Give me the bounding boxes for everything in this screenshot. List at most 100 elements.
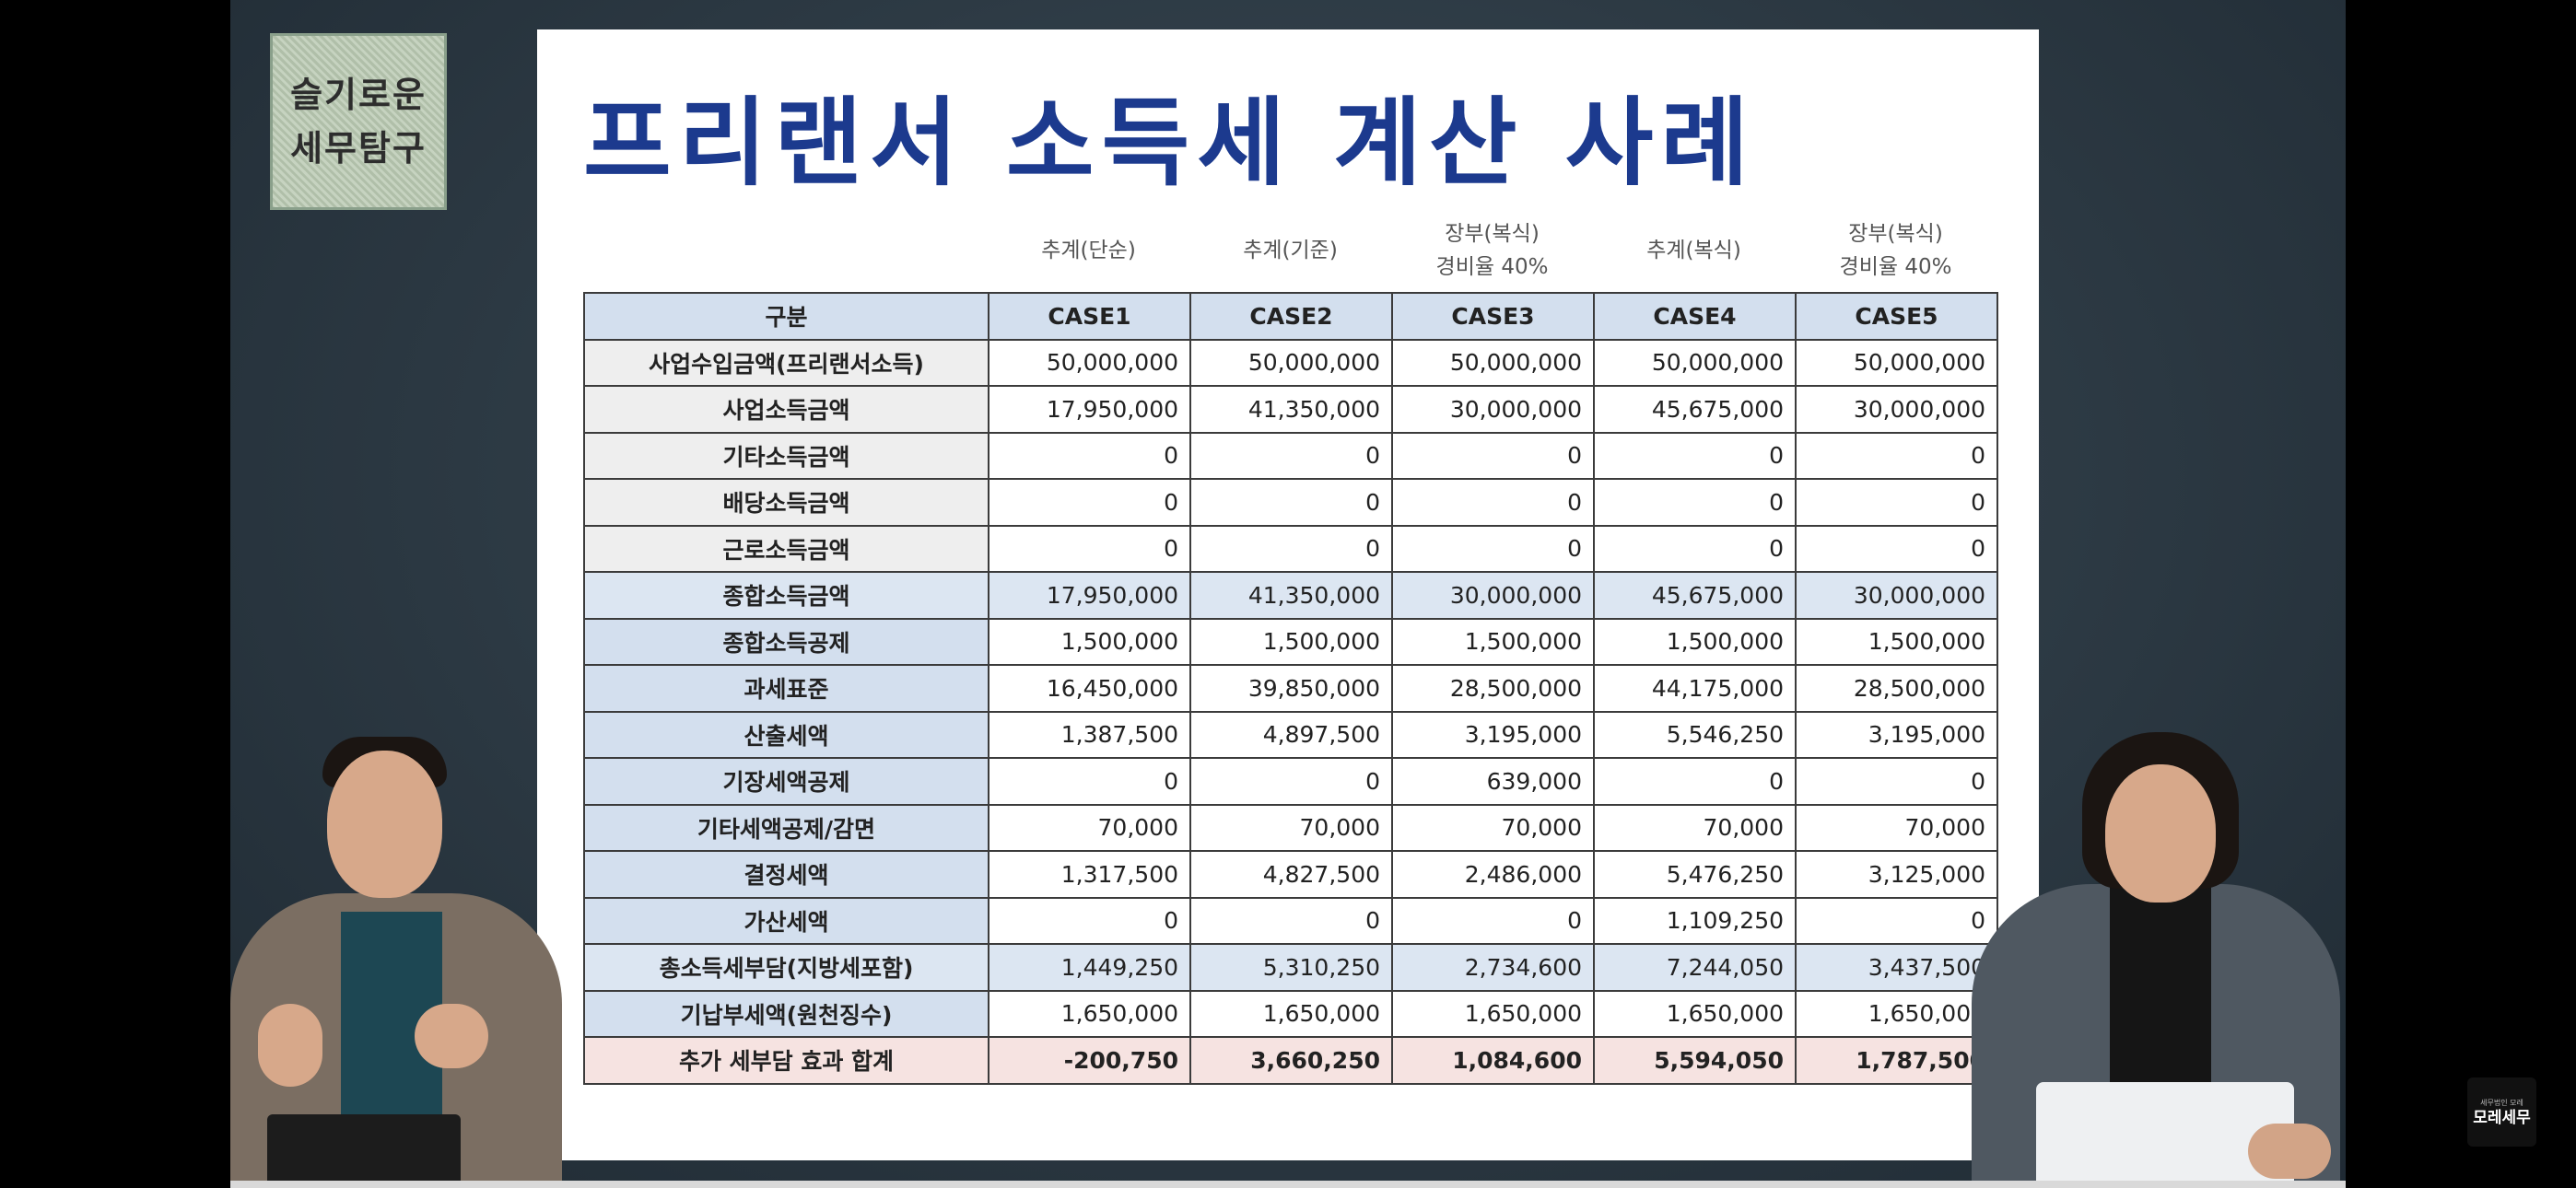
table-row: 사업소득금액 17,950,000 41,350,000 30,000,000 45,6… <box>583 385 1998 434</box>
row-value: 41,350,000 <box>1189 385 1393 434</box>
row-value: 7,244,050 <box>1593 943 1797 992</box>
row-value: 0 <box>1189 431 1393 480</box>
table-row: 기장세액공제 0 0 639,000 0 0 <box>583 757 1998 806</box>
table-row: 가산세액 0 0 0 1,109,250 0 <box>583 896 1998 945</box>
channel-watermark[interactable]: 세무법인 모레 모레세무 <box>2467 1077 2536 1147</box>
presenter-right <box>1944 728 2340 1188</box>
row-value: 3,125,000 <box>1795 850 1998 899</box>
row-value: 2,486,000 <box>1391 850 1595 899</box>
row-label: 근로소득금액 <box>583 524 989 573</box>
row-label: 기타세액공제/감면 <box>583 803 989 852</box>
row-value: 70,000 <box>1189 803 1393 852</box>
table-row: 종합소득공제 1,500,000 1,500,000 1,500,000 1,500,0… <box>583 617 1998 666</box>
row-value: 1,500,000 <box>1593 617 1797 666</box>
row-value: 1,650,000 <box>1189 989 1393 1038</box>
header-case: CASE3 <box>1391 292 1595 341</box>
row-value: 4,897,500 <box>1189 710 1393 759</box>
table-row: 종합소득금액 17,950,000 41,350,000 30,000,000 45,6… <box>583 571 1998 620</box>
laptop-device <box>2036 1082 2294 1188</box>
row-value: 0 <box>1593 757 1797 806</box>
row-value: 1,084,600 <box>1391 1036 1595 1085</box>
row-value: 0 <box>988 431 1191 480</box>
video-stage: 슬기로운 세무탐구 프리랜서 소득세 계산 사례 추계(단순) 추계(기준) 장부(… <box>230 0 2346 1188</box>
presenter-face <box>327 751 442 898</box>
row-value: -200,750 <box>988 1036 1191 1085</box>
row-value: 0 <box>1189 524 1393 573</box>
header-case: CASE4 <box>1593 292 1797 341</box>
row-label: 기타소득금액 <box>583 431 989 480</box>
row-value: 0 <box>1795 478 1998 527</box>
row-label: 추가 세부담 효과 합계 <box>583 1036 989 1085</box>
row-value: 0 <box>1189 896 1393 945</box>
header-case: CASE2 <box>1189 292 1393 341</box>
row-value: 1,787,500 <box>1795 1036 1998 1085</box>
row-value: 70,000 <box>1593 803 1797 852</box>
row-value: 0 <box>1189 478 1393 527</box>
row-value: 0 <box>988 757 1191 806</box>
row-value: 17,950,000 <box>988 571 1191 620</box>
row-value: 3,660,250 <box>1189 1036 1393 1085</box>
row-value: 0 <box>1391 478 1595 527</box>
case-note-line: 장부(복식) <box>1445 222 1540 246</box>
row-value: 5,546,250 <box>1593 710 1797 759</box>
presentation-slide: 프리랜서 소득세 계산 사례 추계(단순) 추계(기준) 장부(복식) 경비율 40%… <box>537 29 2039 1160</box>
row-value: 50,000,000 <box>1391 338 1595 387</box>
header-category: 구분 <box>583 292 989 341</box>
row-value: 3,195,000 <box>1795 710 1998 759</box>
table-row: 산출세액 1,387,500 4,897,500 3,195,000 5,546,250… <box>583 710 1998 759</box>
case-note: 장부(복식) 경비율 40% <box>1391 209 1593 292</box>
presenter-hand <box>258 1004 322 1087</box>
row-value: 0 <box>1795 524 1998 573</box>
row-value: 3,437,500 <box>1795 943 1998 992</box>
row-value: 2,734,600 <box>1391 943 1595 992</box>
row-value: 5,310,250 <box>1189 943 1393 992</box>
watermark-subtitle: 세무법인 모레 <box>2480 1098 2523 1107</box>
row-label: 종합소득금액 <box>583 571 989 620</box>
show-logo: 슬기로운 세무탐구 <box>270 33 447 210</box>
table-row: 총소득세부담(지방세포함) 1,449,250 5,310,250 2,734,600… <box>583 943 1998 992</box>
row-value: 1,650,000 <box>1795 989 1998 1038</box>
row-label: 과세표준 <box>583 664 989 713</box>
row-value: 1,449,250 <box>988 943 1191 992</box>
row-value: 50,000,000 <box>1795 338 1998 387</box>
row-value: 1,650,000 <box>988 989 1191 1038</box>
row-label: 사업수입금액(프리랜서소득) <box>583 338 989 387</box>
row-label: 종합소득공제 <box>583 617 989 666</box>
row-value: 30,000,000 <box>1795 385 1998 434</box>
presenter-hand <box>415 1004 488 1068</box>
presenter-left <box>230 728 580 1188</box>
row-label: 총소득세부담(지방세포함) <box>583 943 989 992</box>
table-row: 결정세액 1,317,500 4,827,500 2,486,000 5,476,250… <box>583 850 1998 899</box>
row-value: 1,650,000 <box>1391 989 1595 1038</box>
table-header-row: 구분 CASE1 CASE2 CASE3 CASE4 CASE5 <box>583 292 1998 341</box>
row-value: 639,000 <box>1391 757 1595 806</box>
logo-line-1: 슬기로운 <box>290 74 427 115</box>
row-value: 1,650,000 <box>1593 989 1797 1038</box>
row-value: 0 <box>988 896 1191 945</box>
table-row: 추가 세부담 효과 합계 -200,750 3,660,250 1,084,600 5,… <box>583 1036 1998 1085</box>
row-value: 3,195,000 <box>1391 710 1595 759</box>
row-value: 0 <box>1593 478 1797 527</box>
row-value: 28,500,000 <box>1391 664 1595 713</box>
watermark-brand: 모레세무 <box>2473 1108 2531 1127</box>
row-value: 1,500,000 <box>1189 617 1393 666</box>
row-value: 30,000,000 <box>1391 385 1595 434</box>
table-row: 과세표준 16,450,000 39,850,000 28,500,000 44,175… <box>583 664 1998 713</box>
row-value: 0 <box>1593 431 1797 480</box>
row-value: 50,000,000 <box>1189 338 1393 387</box>
row-value: 17,950,000 <box>988 385 1191 434</box>
row-value: 0 <box>1795 431 1998 480</box>
desk-edge <box>230 1181 2346 1188</box>
row-value: 45,675,000 <box>1593 385 1797 434</box>
row-value: 39,850,000 <box>1189 664 1393 713</box>
row-value: 45,675,000 <box>1593 571 1797 620</box>
column-notes: 추계(단순) 추계(기준) 장부(복식) 경비율 40% 추계(복식) 장부(복식) 경비율… <box>583 209 1996 320</box>
header-case: CASE5 <box>1795 292 1998 341</box>
table-body: 사업수입금액(프리랜서소득) 50,000,000 50,000,000 50,000… <box>583 338 1998 1085</box>
row-value: 0 <box>988 524 1191 573</box>
case-note: 장부(복식) 경비율 40% <box>1795 209 1996 292</box>
table-row: 배당소득금액 0 0 0 0 0 <box>583 478 1998 527</box>
table-row: 근로소득금액 0 0 0 0 0 <box>583 524 1998 573</box>
row-value: 5,476,250 <box>1593 850 1797 899</box>
row-value: 50,000,000 <box>988 338 1191 387</box>
